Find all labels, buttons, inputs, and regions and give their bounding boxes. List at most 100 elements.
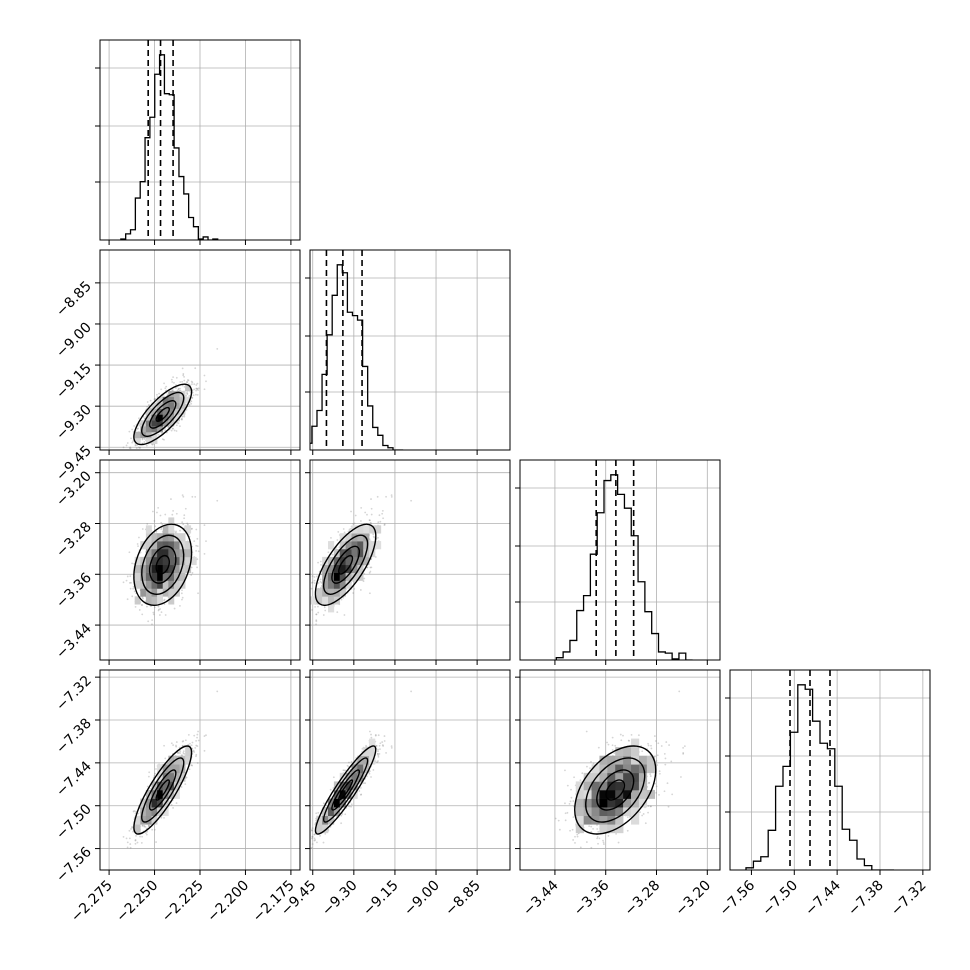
scatter-point (183, 385, 186, 388)
scatter-point (125, 444, 128, 447)
density-cell (179, 533, 186, 542)
scatter-point (155, 841, 157, 843)
scatter-point (313, 579, 316, 582)
density-cell (140, 426, 147, 433)
scatter-point (349, 527, 352, 530)
scatter-point (197, 550, 200, 553)
density-cell (157, 596, 164, 605)
density-cell (151, 431, 158, 439)
scatter-point (167, 426, 170, 429)
scatter-point (191, 397, 194, 400)
density-cell (157, 396, 164, 403)
scatter-point (140, 604, 143, 606)
scatter-point (179, 381, 182, 383)
scatter-point (181, 494, 184, 497)
scatter-point (373, 536, 376, 539)
density-cell (179, 548, 186, 558)
scatter-point (136, 543, 139, 545)
scatter-point (181, 740, 184, 743)
scatter-point (137, 812, 140, 815)
density-cell (145, 420, 152, 427)
density-cell (162, 564, 169, 573)
scatter-point (192, 749, 195, 752)
scatter-point (132, 830, 134, 833)
scatter-point (370, 507, 373, 510)
density-cell (339, 572, 346, 581)
scatter-point (188, 404, 191, 406)
scatter-point (368, 592, 371, 595)
scatter-point (129, 446, 132, 449)
scatter-point (141, 604, 144, 606)
scatter-point (163, 744, 165, 747)
density-cell (157, 588, 164, 597)
scatter-point (193, 540, 196, 543)
scatter-point (316, 575, 318, 578)
scatter-point (158, 614, 161, 616)
scatter-point (176, 389, 179, 392)
density-cell (157, 402, 164, 409)
panel-content (100, 250, 300, 450)
scatter-point (157, 608, 160, 611)
density-cell (134, 596, 141, 605)
scatter-point (138, 422, 141, 425)
scatter-point (182, 523, 185, 526)
scatter-point (313, 582, 316, 584)
density-cell (157, 580, 164, 589)
scatter-panel-2-0 (99, 459, 301, 661)
scatter-point (374, 556, 377, 558)
scatter-point (163, 816, 165, 819)
scatter-point (193, 388, 196, 391)
density-cell (363, 556, 370, 566)
scatter-point (126, 846, 129, 849)
scatter-point (149, 399, 152, 402)
contour-line (148, 545, 177, 584)
scatter-point (154, 397, 156, 400)
scatter-point (161, 523, 164, 526)
density-cell (351, 572, 358, 581)
density-cell (363, 541, 370, 550)
density-cell (157, 414, 164, 421)
scatter-point (311, 609, 313, 611)
density-cell (134, 437, 141, 445)
scatter-point (369, 521, 372, 524)
density-cell (333, 556, 341, 566)
density-cell (328, 556, 335, 566)
scatter-point (195, 387, 198, 390)
scatter-point (136, 841, 139, 844)
scatter-point (379, 520, 382, 523)
scatter-point (180, 418, 183, 421)
density-cell (168, 564, 175, 573)
scatter-point (141, 528, 144, 530)
density-cell (185, 548, 192, 558)
scatter-point (173, 381, 175, 384)
density-cell (145, 426, 152, 433)
scatter-point (172, 376, 175, 379)
density-cell (173, 556, 180, 566)
scatter-point (182, 752, 185, 754)
density-cell (145, 548, 152, 558)
scatter-point (331, 553, 334, 556)
histogram-step (555, 474, 693, 660)
scatter-point (171, 427, 174, 430)
scatter-point (191, 527, 193, 530)
contour-line (133, 523, 193, 606)
density-cell (351, 556, 358, 566)
scatter-point (197, 389, 199, 392)
scatter-point (205, 380, 207, 383)
density-cell (162, 525, 169, 534)
density-cell (168, 525, 175, 534)
scatter-point (363, 577, 366, 580)
scatter-point (195, 384, 198, 386)
density-cell (168, 396, 175, 403)
scatter-point (136, 428, 139, 430)
scatter-point (370, 498, 372, 500)
scatter-panel-3-0 (99, 669, 301, 871)
density-cell (151, 533, 158, 542)
scatter-point (143, 441, 146, 443)
scatter-point (163, 603, 166, 606)
scatter-point (163, 598, 166, 601)
scatter-point (125, 837, 128, 840)
scatter-point (151, 510, 154, 513)
density-cell (162, 402, 169, 409)
scatter-point (141, 438, 144, 441)
